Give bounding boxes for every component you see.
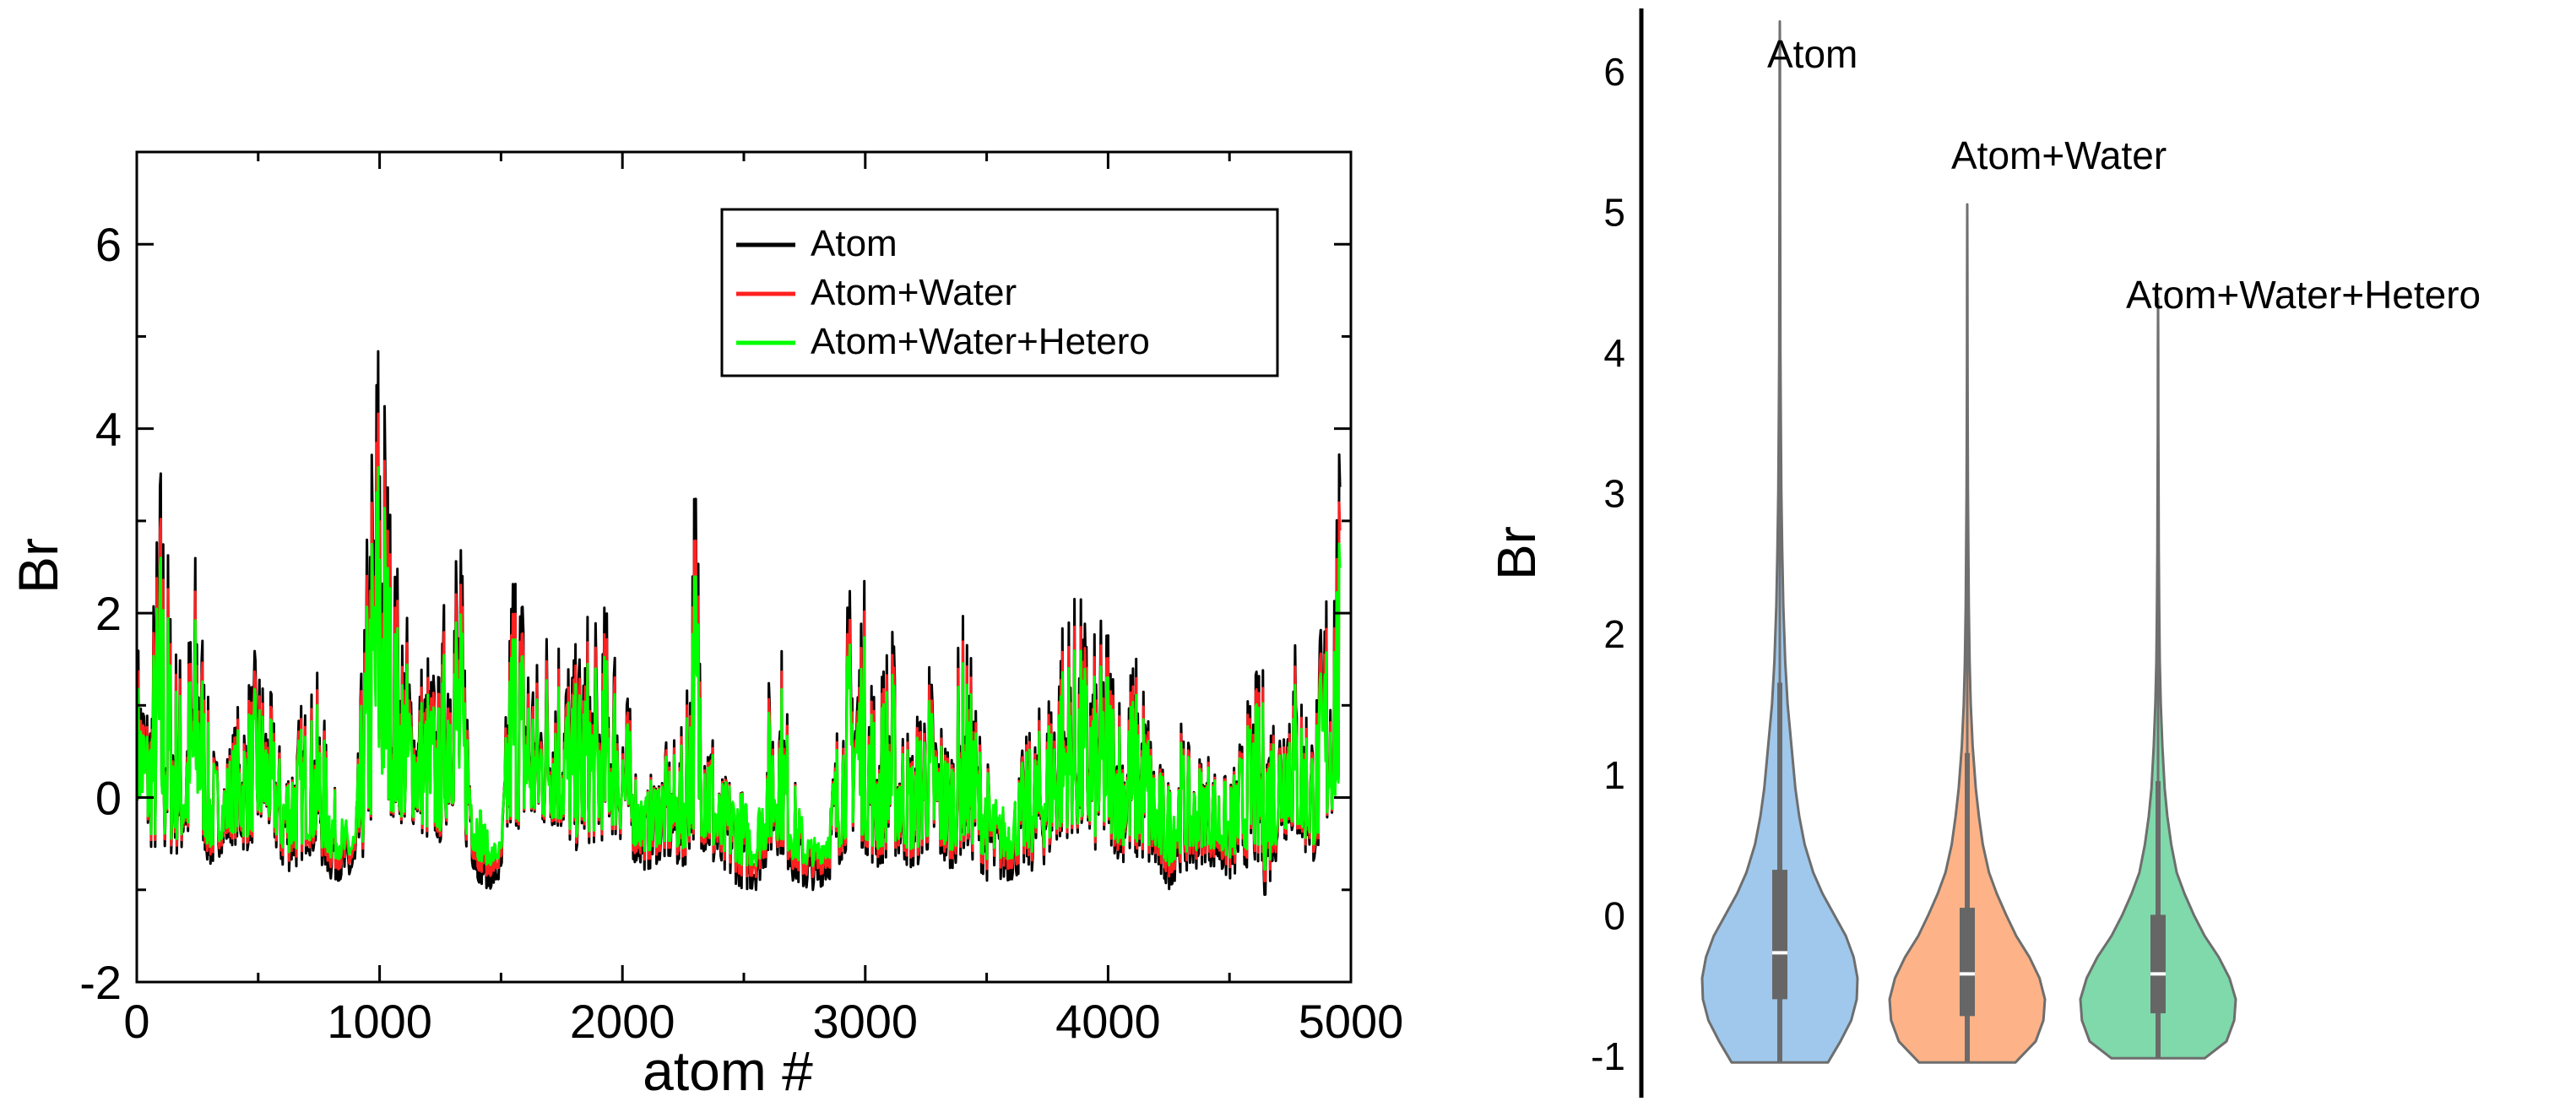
violin-iqr-box (1960, 908, 1975, 1017)
violins-group (1700, 20, 2237, 1064)
violin-y-tick-label: 1 (1603, 753, 1625, 797)
violin-atom-water (1888, 203, 2047, 1064)
x-tick-label: 1000 (327, 995, 432, 1048)
x-tick-label: 4000 (1055, 995, 1161, 1048)
x-tick-label: 0 (123, 995, 149, 1048)
violin-label-atom-water-hetero: Atom+Water+Hetero (2126, 273, 2481, 317)
line-series-group (136, 350, 1342, 896)
violin-y-tick-label: -1 (1591, 1034, 1625, 1078)
violin-y-tick-label: 5 (1603, 190, 1625, 234)
violin-atom-water-hetero (2079, 297, 2237, 1060)
violin-iqr-box (1772, 870, 1787, 1000)
violin-ticks-group: -1 0 1 2 3 4 5 6 (1591, 50, 1625, 1078)
legend-label-atom: Atom (811, 223, 898, 264)
legend-label-atom-water: Atom+Water (811, 272, 1017, 313)
legend-box (720, 208, 1279, 377)
line-y-axis-label: Br (7, 538, 69, 594)
violin-label-atom-water: Atom+Water (1951, 133, 2167, 177)
legend: Atom Atom+Water Atom+Water+Hetero (720, 208, 1279, 377)
y-tick-label: 0 (95, 772, 122, 825)
y-tick-label: 2 (95, 587, 122, 640)
x-tick-label: 3000 (813, 995, 919, 1048)
line-plot-frame (135, 150, 1353, 984)
violin-iqr-box (2150, 914, 2166, 1014)
line-x-axis-label: atom # (643, 1039, 813, 1102)
violin-y-tick-label: 4 (1603, 331, 1625, 375)
violin-label-atom: Atom (1767, 32, 1857, 76)
violin-y-tick-label: 2 (1603, 612, 1625, 656)
y-tick-label: 6 (95, 218, 122, 271)
line-series-atom-water-hetero (136, 466, 1342, 871)
violin-y-tick-label: 3 (1603, 472, 1625, 516)
legend-label-atom-water-hetero: Atom+Water+Hetero (811, 321, 1150, 362)
violin-y-tick-label: 0 (1603, 893, 1625, 937)
violin-atom (1700, 20, 1859, 1064)
violin-chart: -1 0 1 2 3 4 5 6 Br Atom Atom+Water Atom+Water+… (1486, 8, 2481, 1098)
x-tick-label: 2000 (570, 995, 675, 1048)
y-tick-label: 4 (95, 403, 122, 456)
violin-y-tick-label: 6 (1603, 50, 1625, 94)
y-tick-label: -2 (79, 956, 122, 1009)
violin-y-axis-label: Br (1486, 526, 1547, 580)
x-tick-label: 5000 (1299, 995, 1404, 1048)
